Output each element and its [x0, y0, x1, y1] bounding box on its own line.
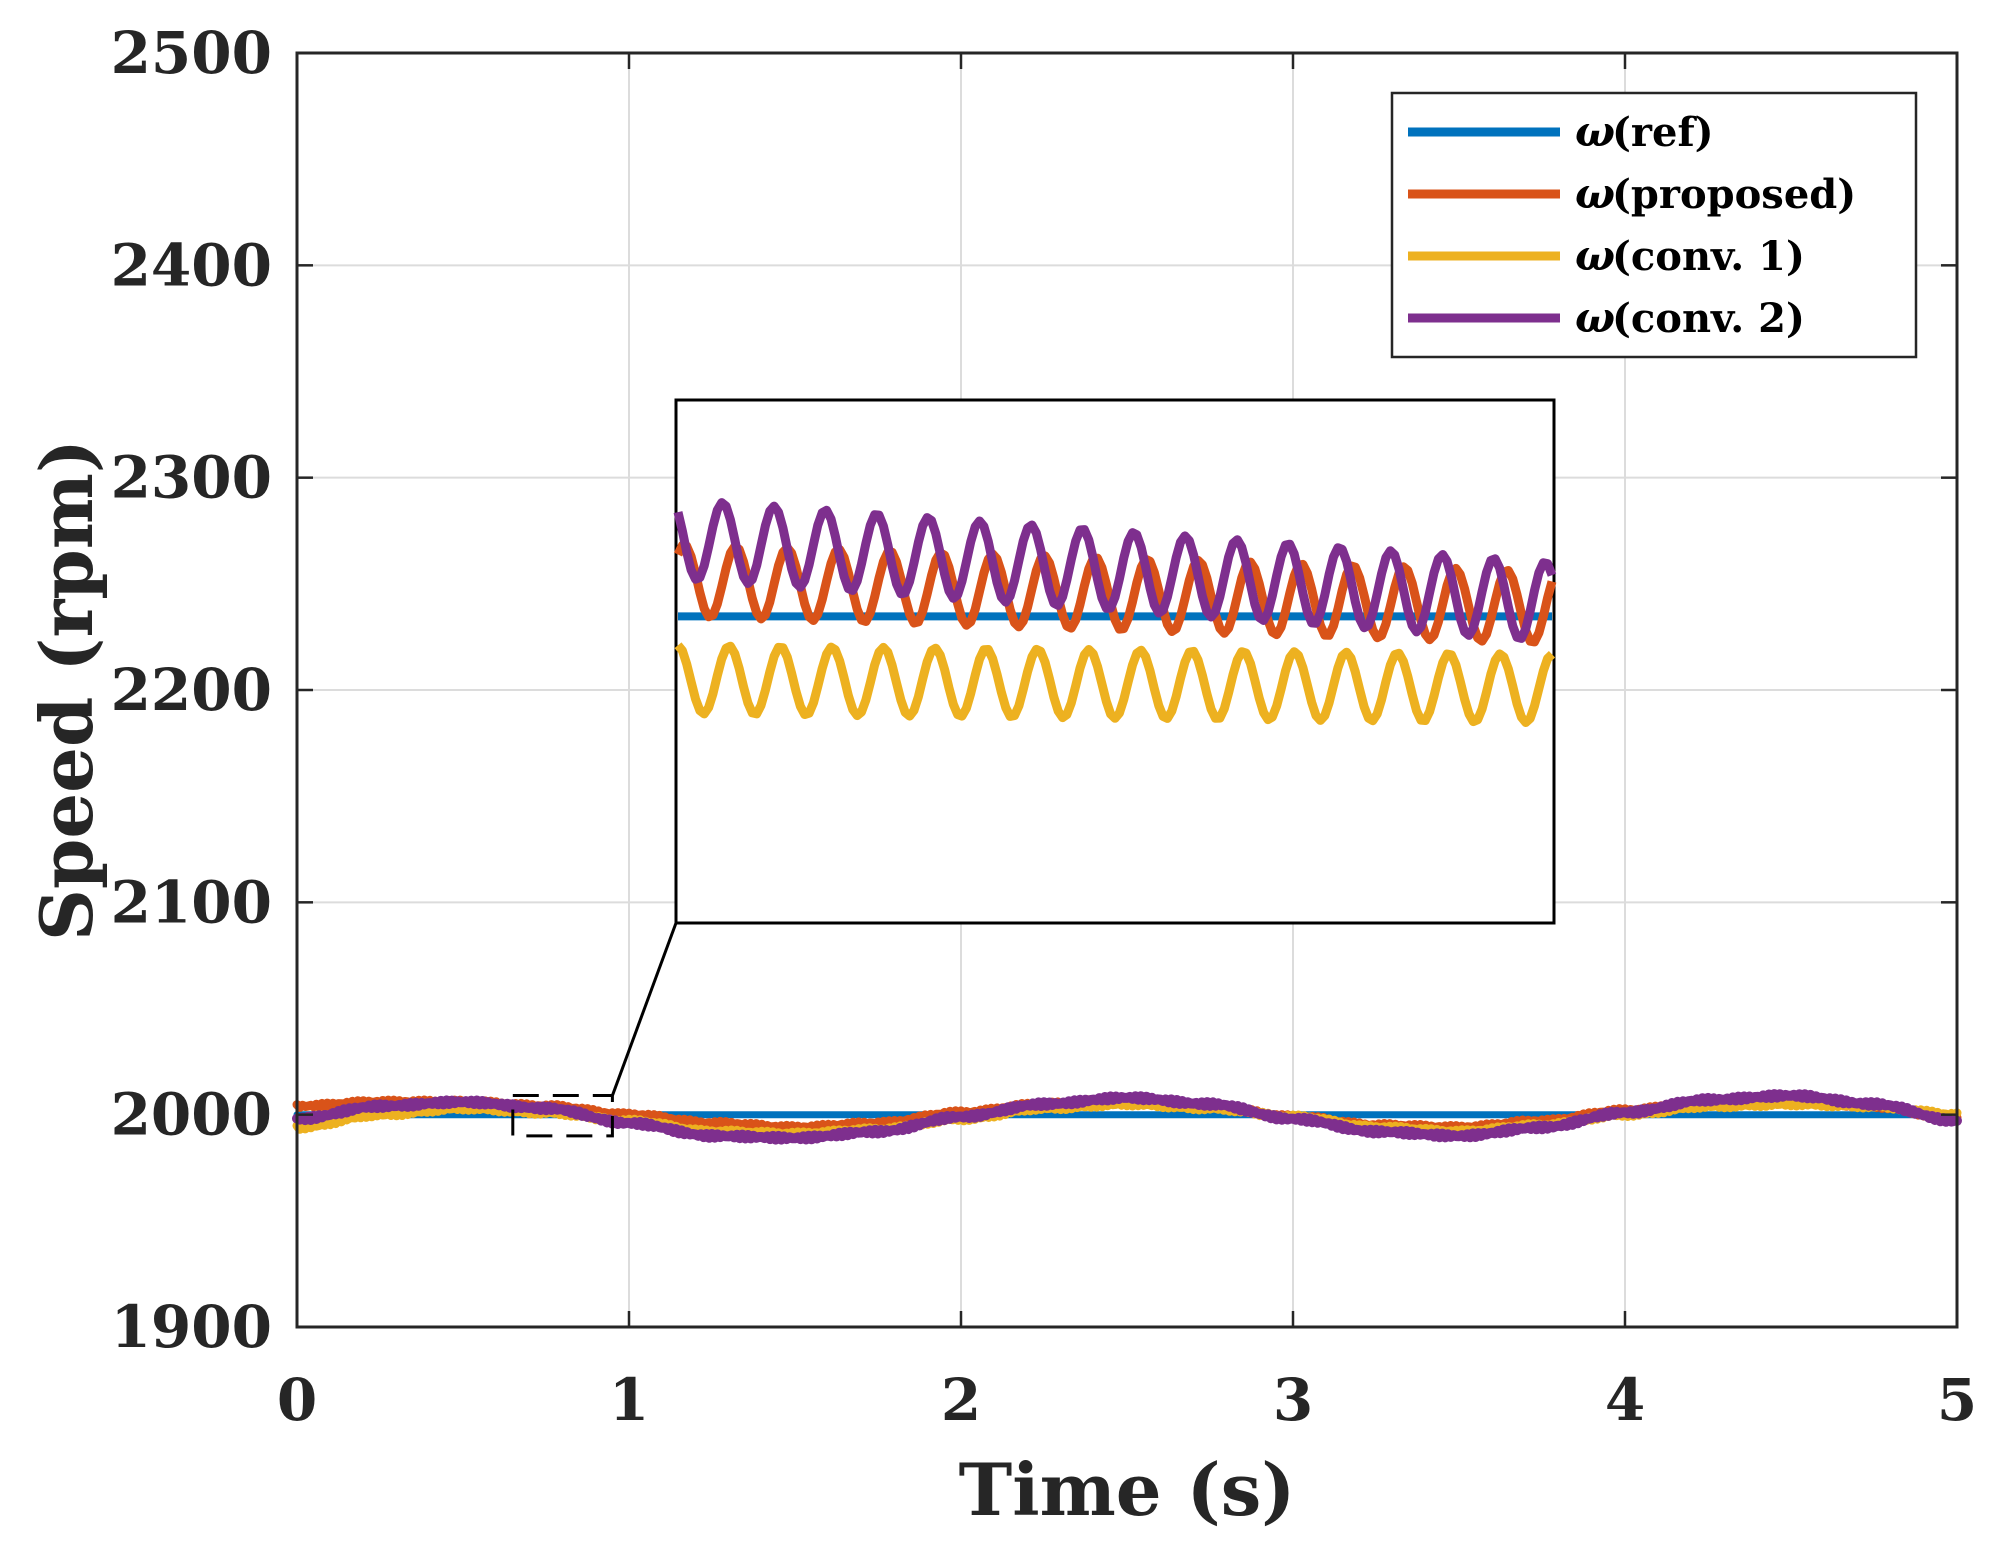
inset-series-line-2 — [674, 641, 1556, 727]
inset-series-group — [673, 498, 1557, 727]
y-tick-label: 1900 — [111, 1293, 272, 1361]
legend-symbol-3: ω — [1575, 293, 1615, 342]
y-tick-label: 2400 — [111, 231, 272, 299]
y-tick-label: 2300 — [111, 444, 272, 512]
legend: ω(ref)ω(proposed)ω(conv. 1)ω(conv. 2) — [1390, 91, 1918, 359]
x-tick-labels: 0 1 2 3 4 5 — [277, 1366, 1977, 1434]
y-axis-label: Speed (rpm) — [24, 439, 109, 941]
y-tick-label: 2100 — [111, 868, 272, 936]
y-tick-label: 2000 — [111, 1081, 272, 1149]
legend-symbol-2: ω — [1575, 231, 1615, 280]
legend-box — [1390, 91, 1918, 359]
x-tick-label: 3 — [1273, 1366, 1313, 1434]
inset-series-line-1 — [673, 540, 1557, 647]
y-tick-labels: 1900 2000 2100 2200 2300 2400 2500 — [111, 19, 272, 1361]
legend-label-2: (conv. 1) — [1612, 233, 1805, 280]
legend-label-1: (proposed) — [1612, 171, 1856, 218]
legend-label-3: (conv. 2) — [1612, 295, 1805, 342]
y-tick-label: 2500 — [111, 19, 272, 87]
legend-symbol-0: ω — [1575, 107, 1615, 156]
zoom-region-box — [511, 1094, 614, 1138]
series-line-3 — [292, 1089, 1962, 1145]
zoom-connector-line — [610, 922, 678, 1097]
x-tick-label: 2 — [941, 1366, 981, 1434]
y-tick-label: 2200 — [111, 656, 272, 724]
x-axis-label: Time (s) — [959, 1447, 1296, 1532]
x-tick-label: 0 — [277, 1366, 317, 1434]
legend-symbol-1: ω — [1575, 169, 1615, 218]
inset-axes — [674, 398, 1556, 925]
inset-series-line-3 — [673, 498, 1557, 643]
x-tick-label: 5 — [1937, 1366, 1977, 1434]
series-group — [292, 1089, 1962, 1145]
x-tick-label: 1 — [609, 1366, 649, 1434]
axes-box — [295, 51, 1959, 1329]
legend-label-0: (ref) — [1612, 109, 1714, 156]
x-tick-label: 4 — [1605, 1366, 1645, 1434]
